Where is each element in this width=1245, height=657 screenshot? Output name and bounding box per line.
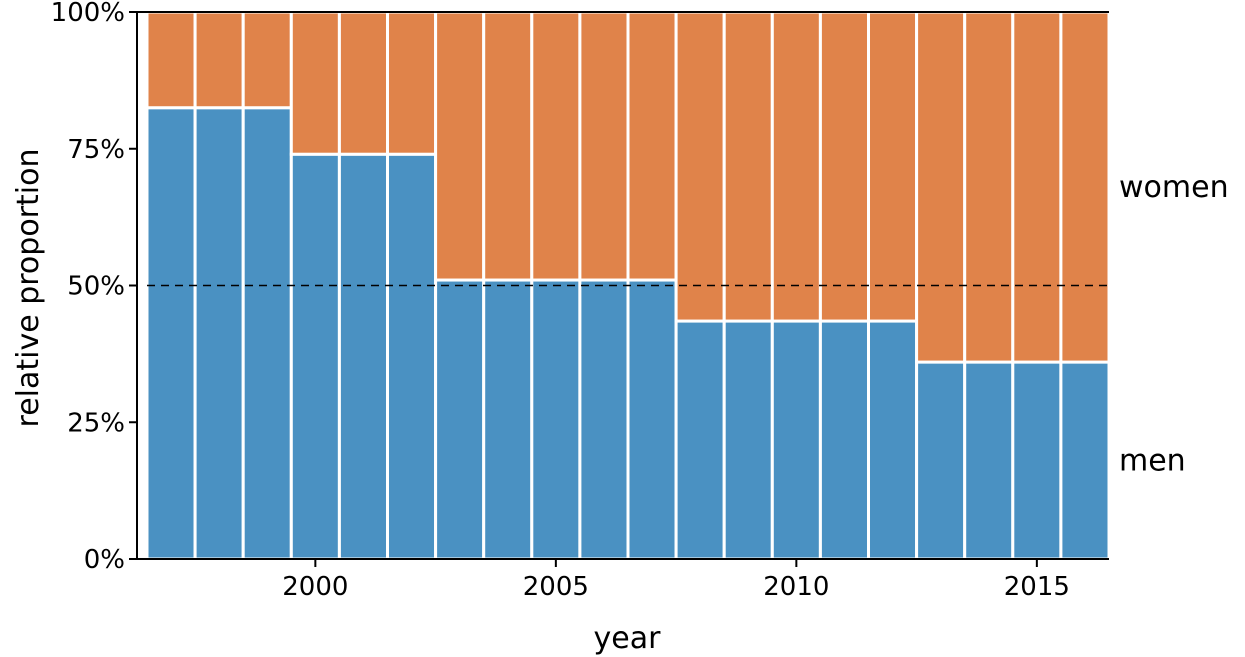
bar-men-2009 [722,319,774,561]
bar-women-1998 [193,10,245,110]
x-axis-title: year [594,621,662,656]
bar-men-2012 [867,319,919,561]
x-tick-label-2005: 2005 [523,572,589,602]
bar-men-2011 [818,319,871,561]
bar-women-2007 [626,10,678,282]
y-tick-label-0: 0% [84,545,125,575]
bar-men-1999 [241,106,293,561]
bar-women-2009 [722,10,774,323]
bar-men-2000 [289,152,341,561]
bars-layer [145,10,1111,561]
bar-women-2014 [963,10,1015,364]
bar-women-2002 [386,10,438,156]
bar-men-1998 [193,106,245,561]
bar-men-2014 [963,360,1015,561]
bar-women-1997 [145,10,197,110]
bar-women-2005 [530,10,582,282]
x-tick-label-2015: 2015 [1004,572,1070,602]
bar-men-2016 [1059,360,1111,561]
series-label-women: women [1119,170,1229,205]
y-tick-label-3: 75% [67,135,125,165]
bar-women-2000 [289,10,341,156]
bar-men-2010 [770,319,822,561]
axes-layer: 0% 25% 50% 75% 100% 2000 2005 2010 2015 [51,0,1109,602]
bar-women-1999 [241,10,293,110]
bar-women-2010 [770,10,822,323]
bar-men-1997 [145,106,197,561]
x-tick-label-2000: 2000 [282,572,348,602]
bar-women-2008 [674,10,726,323]
y-tick-label-1: 25% [67,408,125,438]
bar-men-2003 [434,278,486,561]
bar-women-2013 [915,10,967,364]
bar-men-2001 [337,152,389,561]
bar-men-2015 [1011,360,1063,561]
bar-men-2008 [674,319,726,561]
bar-men-2007 [626,278,678,561]
bar-women-2015 [1011,10,1063,364]
y-axis-title: relative proportion [11,149,46,428]
bar-women-2006 [578,10,630,282]
y-tick-label-2: 50% [67,272,125,302]
labels-layer: men women [1119,170,1229,479]
bar-women-2001 [337,10,389,156]
bar-women-2012 [867,10,919,323]
bar-women-2003 [434,10,486,282]
bar-men-2013 [915,360,967,561]
bar-women-2004 [482,10,534,282]
bar-men-2006 [578,278,630,561]
y-tick-label-4: 100% [51,0,125,28]
bar-men-2002 [386,152,438,561]
bar-men-2005 [530,278,582,561]
series-label-men: men [1119,444,1186,479]
bar-women-2011 [818,10,871,323]
bar-women-2016 [1059,10,1111,364]
bar-men-2004 [482,278,534,561]
x-tick-label-2010: 2010 [763,572,829,602]
